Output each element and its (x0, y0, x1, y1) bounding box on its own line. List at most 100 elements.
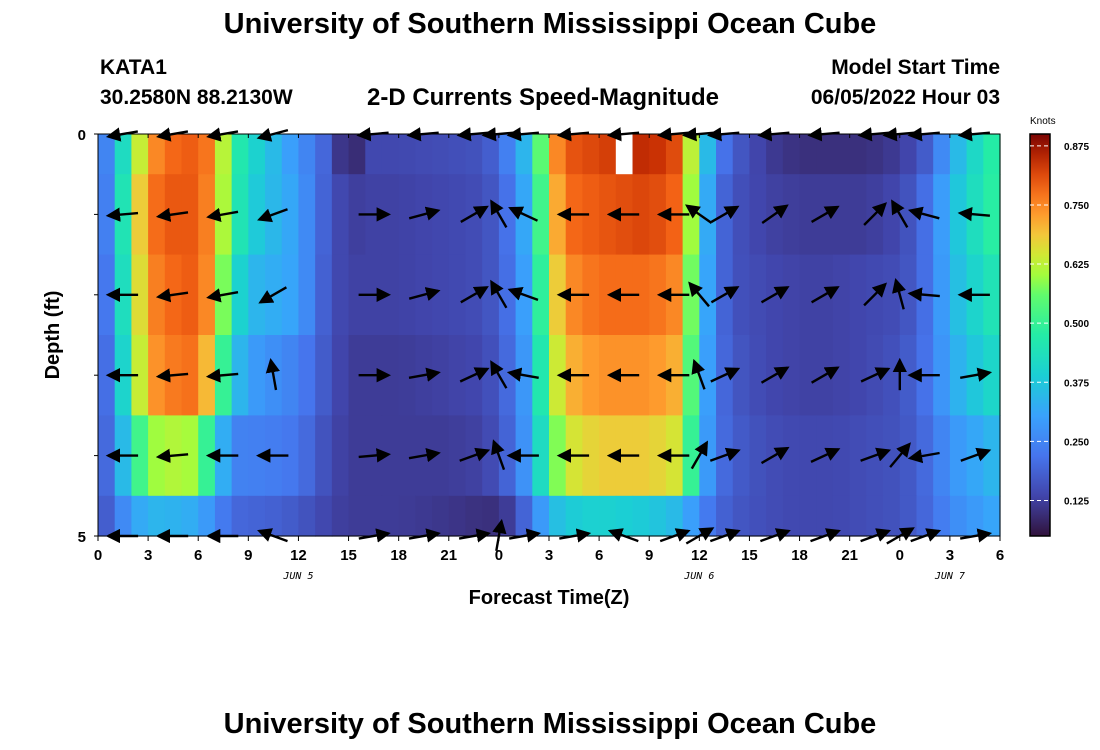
heat-cell (732, 495, 751, 537)
y-axis-title: Depth (ft) (42, 291, 64, 380)
heat-cell (398, 415, 416, 497)
heat-cell (749, 174, 767, 256)
x-tick-label: 0 (495, 547, 503, 564)
current-vector (891, 199, 909, 228)
heat-cell (732, 134, 751, 175)
heat-cell (98, 495, 116, 537)
current-vector (690, 440, 708, 470)
heat-cell (749, 254, 767, 336)
heat-cell (849, 415, 867, 497)
current-vector (257, 208, 288, 223)
heat-cell (532, 495, 550, 537)
current-vector (508, 206, 539, 222)
heat-cell (582, 174, 600, 256)
x-tick-label: 0 (94, 547, 102, 564)
heat-cell (532, 134, 550, 175)
heat-cell (432, 495, 450, 537)
current-vector (491, 439, 506, 471)
heat-cell (331, 415, 350, 497)
heat-cell (265, 495, 283, 537)
heat-cell (448, 134, 467, 175)
heat-cell (331, 134, 350, 175)
colorbar-tick-label: 0.625 (1064, 260, 1089, 271)
current-vector (907, 206, 940, 221)
current-vector (408, 447, 441, 463)
heat-cell (248, 174, 266, 256)
heat-cell (181, 174, 199, 256)
heat-cell (866, 495, 884, 537)
x-tick-label: 3 (545, 547, 553, 564)
heat-cell (682, 495, 700, 537)
colorbar-tick-label: 0.875 (1064, 142, 1089, 153)
station-coordinates: 30.2580N 88.2130W (100, 86, 293, 109)
heat-cell (766, 495, 784, 537)
heat-cell (949, 134, 968, 175)
heat-cell (782, 335, 801, 416)
heat-cell (181, 335, 199, 416)
heat-cell (298, 415, 316, 497)
x-tick-label: 6 (996, 547, 1004, 564)
heat-cell (849, 134, 867, 175)
heat-cell (665, 495, 684, 537)
heat-cell (432, 174, 450, 256)
heat-cell (448, 495, 467, 537)
heat-cell (782, 134, 801, 175)
heat-cell (933, 415, 951, 497)
heat-cell (465, 134, 483, 175)
x-tick-label: 18 (791, 547, 808, 564)
heat-cell (849, 495, 867, 537)
heat-cell (365, 495, 383, 537)
heat-cell (498, 335, 517, 416)
heat-cell (198, 495, 216, 537)
heat-cell (131, 254, 149, 336)
heat-cell (582, 415, 600, 497)
heat-cell (599, 495, 617, 537)
heat-cell (281, 134, 300, 175)
heat-cell (231, 335, 249, 416)
heat-cell (716, 134, 734, 175)
current-vectors (105, 127, 993, 552)
heat-cell (732, 415, 751, 497)
y-tick-label: 0 (78, 127, 86, 144)
heat-cell (482, 134, 500, 175)
heat-cell (164, 495, 183, 537)
heat-cell (465, 495, 483, 537)
current-vector (459, 447, 491, 462)
heat-cell (632, 335, 650, 416)
heat-cell (966, 495, 984, 537)
heat-cell (849, 335, 867, 416)
heat-cell (148, 134, 166, 175)
x-tick-label: 6 (595, 547, 603, 564)
heat-cell (799, 254, 817, 336)
heat-cell (933, 174, 951, 256)
heat-cell (498, 495, 517, 537)
heat-cell (248, 134, 266, 175)
heat-cell (832, 134, 851, 175)
current-vector (155, 448, 189, 464)
heat-cell (198, 254, 216, 336)
heat-cell (582, 254, 600, 336)
heat-cell (181, 415, 199, 497)
heat-cell (699, 495, 717, 537)
colorbar-tick-label: 0.125 (1064, 497, 1089, 508)
heat-cell (949, 335, 968, 416)
heat-cell (966, 134, 984, 175)
heat-cell (415, 495, 433, 537)
heat-cell (482, 174, 500, 256)
heat-cell (749, 134, 767, 175)
heat-cell (949, 415, 968, 497)
heat-cell (549, 134, 567, 175)
heat-cell (933, 495, 951, 537)
heat-cell (549, 495, 567, 537)
current-vector (892, 277, 906, 310)
current-vector (490, 279, 508, 309)
current-vector (685, 204, 713, 224)
heat-cell (832, 254, 851, 336)
current-vector (907, 449, 940, 464)
current-vector (710, 286, 740, 304)
heat-cell (114, 134, 132, 175)
heat-cell (632, 254, 650, 336)
heat-cell (448, 174, 467, 256)
day-label: JUN 5 (282, 571, 313, 582)
heat-cell (298, 335, 316, 416)
